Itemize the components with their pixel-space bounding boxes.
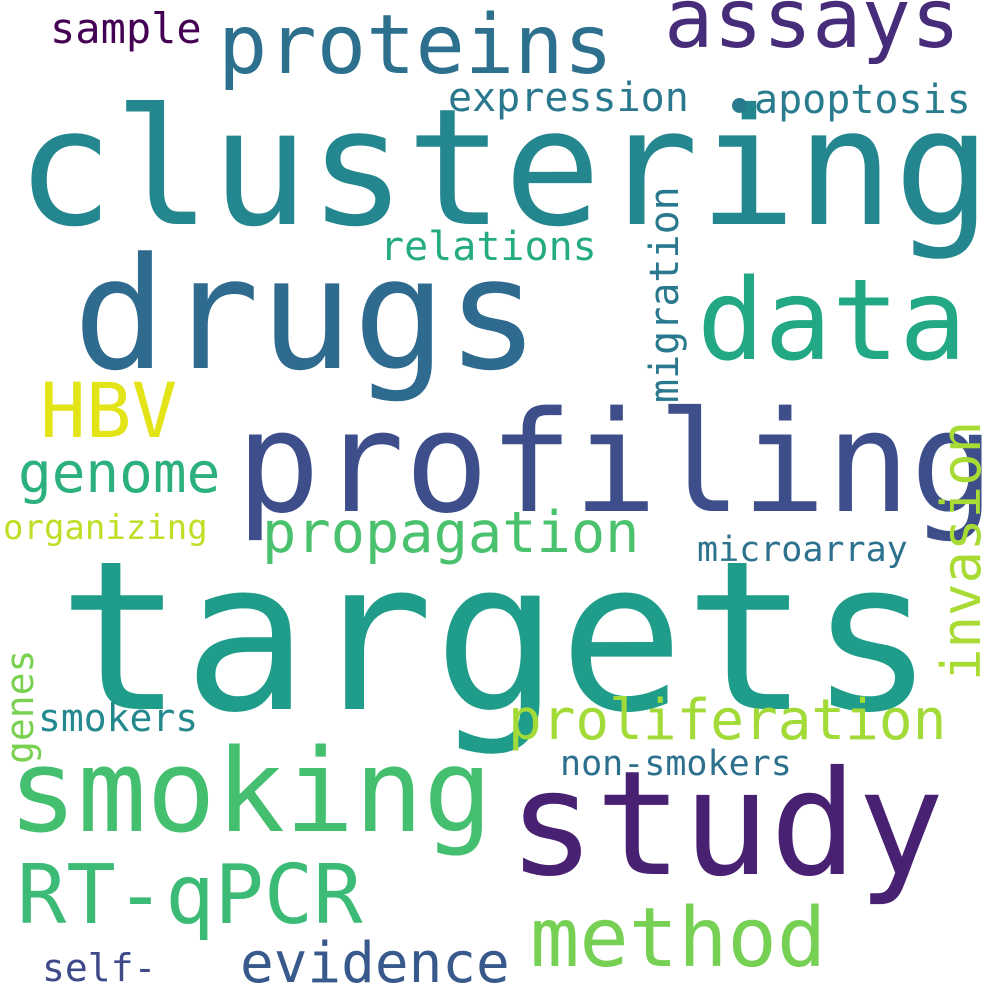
word-clustering: clustering — [16, 75, 992, 263]
word-organizing: organizing — [3, 508, 208, 548]
word-genome: genome — [18, 441, 221, 506]
word-assays: assays — [664, 0, 961, 67]
word-propagation: propagation — [262, 500, 640, 566]
word-targets: targets — [58, 517, 935, 759]
word-invasion: invasion — [930, 420, 993, 681]
word-smoking: smoking — [8, 725, 493, 859]
word-method: method — [530, 891, 827, 986]
word-proliferation: proliferation — [508, 688, 947, 753]
word-study: study — [508, 740, 945, 909]
word-sample: sample — [50, 4, 202, 53]
word-microarray: microarray — [697, 530, 908, 570]
word-smokers: smokers — [38, 696, 199, 740]
word-expression: expression — [448, 75, 689, 121]
word-genes: genes — [0, 649, 42, 764]
word-apoptosis: apoptosis — [754, 77, 971, 123]
word-proteins: proteins — [218, 0, 613, 93]
word-hbv: HBV — [40, 366, 178, 455]
word-non-smokers: non-smokers — [560, 744, 792, 784]
dot-mark — [732, 98, 747, 113]
word-evidence: evidence — [240, 931, 510, 996]
word-migration: migration — [642, 186, 688, 403]
word-profiling: profiling — [236, 382, 995, 545]
word-drugs: drugs — [73, 224, 540, 405]
word-data: data — [697, 256, 967, 386]
word-relations: relations — [380, 224, 597, 270]
word-rt-qpcr: RT-qPCR — [17, 848, 363, 943]
word-self: self- — [42, 946, 157, 990]
